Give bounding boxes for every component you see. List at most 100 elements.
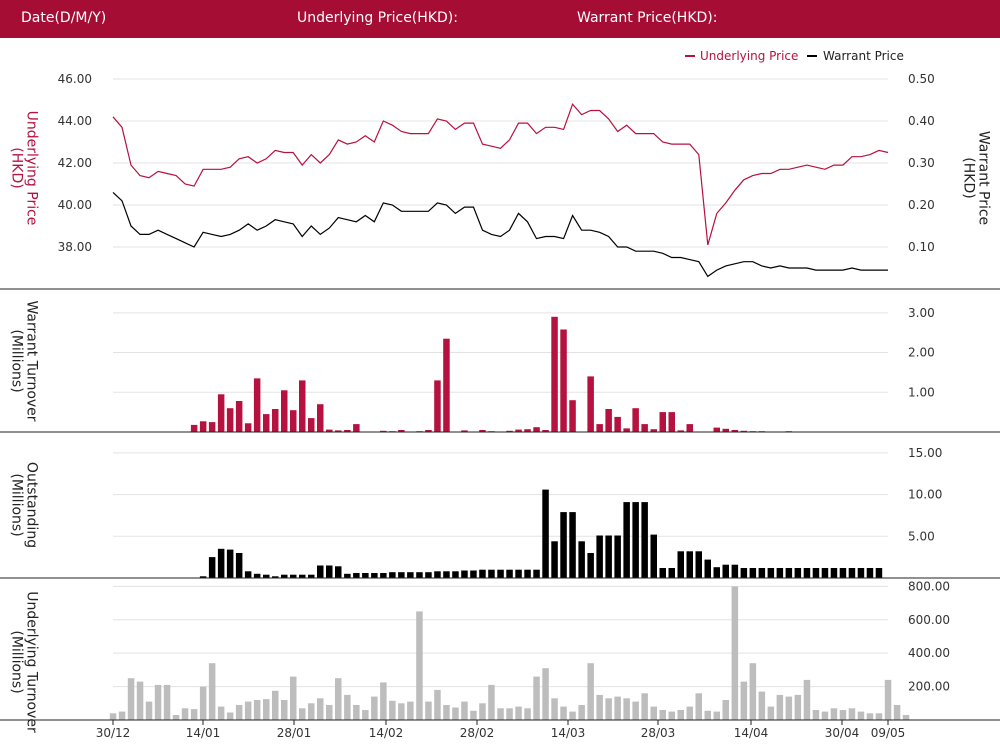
turnover-bar — [533, 427, 540, 432]
outstanding-bar — [848, 568, 856, 578]
turnover-bar — [686, 424, 693, 432]
right-tick-label: 0.10 — [908, 240, 935, 254]
underlying-turnover-bar — [569, 711, 576, 720]
outstanding-bar — [605, 535, 612, 578]
outstanding-bar — [542, 489, 549, 578]
underlying-turnover-bar — [650, 706, 657, 720]
underlying-turnover-bar — [578, 705, 585, 720]
underlying-turnover-bar — [794, 694, 802, 720]
underlying-turnover-bar — [226, 712, 234, 720]
underlying-turnover-bar — [398, 703, 405, 720]
underlying-turnover-bar — [767, 706, 775, 720]
outstanding-bar — [443, 571, 450, 578]
underlying-turnover-bar — [235, 705, 243, 720]
turnover-bar — [515, 429, 522, 432]
outstanding-bar — [731, 564, 739, 578]
x-tick-label: 28/02 — [460, 726, 495, 740]
x-tick-label: 14/03 — [551, 726, 586, 740]
underlying-turnover-bar — [749, 663, 757, 720]
outstanding-bar — [794, 568, 802, 578]
underlying-turnover-bar — [641, 693, 648, 720]
outstanding-bar — [497, 569, 504, 578]
turnover-bar — [226, 408, 234, 432]
underlying-turnover-bar — [857, 711, 865, 720]
turnover-bar — [551, 316, 558, 432]
underlying-turnover-bar — [848, 708, 856, 720]
underlying-turnover-bar — [163, 684, 171, 720]
outstanding-bar — [290, 574, 297, 578]
outstanding-bar — [371, 573, 378, 578]
underlying-turnover-bar — [524, 708, 531, 720]
underlying-turnover-bar — [407, 701, 414, 720]
underlying-turnover-bar — [623, 698, 630, 720]
underlying-turnover-bar — [776, 694, 784, 720]
outstanding-bar — [470, 570, 477, 578]
turnover-bar — [479, 430, 486, 432]
underlying-turnover-bar — [172, 715, 180, 720]
underlying-turnover-bar — [893, 705, 901, 720]
turnover-bar — [317, 404, 324, 432]
underlying-turnover-bar — [353, 705, 360, 720]
outstanding-bar — [434, 571, 441, 578]
underlying-turnover-bar — [677, 710, 684, 720]
turnover-bar — [650, 429, 657, 432]
underlying-turnover-bar — [686, 706, 693, 720]
underlying-turnover-bar — [217, 706, 225, 720]
outstanding-bar — [344, 573, 351, 578]
bar-axis-label-2: Underlying Turnover(Millions) — [8, 591, 39, 733]
outstanding-bar — [704, 559, 711, 578]
turnover-bar — [596, 424, 603, 432]
outstanding-bar — [812, 568, 820, 578]
turnover-bar — [380, 430, 387, 432]
outstanding-bar — [614, 535, 621, 578]
outstanding-bar — [749, 568, 757, 578]
turnover-bar — [542, 430, 549, 432]
left-tick-label: 42.00 — [58, 156, 92, 170]
underlying-turnover-bar — [668, 711, 675, 720]
underlying-turnover-bar — [839, 710, 847, 720]
turnover-bar — [344, 430, 351, 432]
underlying-turnover-bar — [506, 708, 513, 720]
underlying-turnover-bar — [443, 705, 450, 720]
outstanding-bar — [839, 568, 847, 578]
turnover-bar — [524, 429, 531, 432]
outstanding-bar — [235, 553, 243, 578]
outstanding-bar — [560, 512, 567, 578]
outstanding-bar — [641, 502, 648, 578]
x-tick-label: 30/04 — [825, 726, 860, 740]
turnover-bar — [281, 390, 288, 432]
outstanding-bar — [226, 549, 234, 578]
outstanding-bar — [533, 569, 540, 578]
outstanding-bar — [695, 551, 702, 578]
turnover-bar — [659, 412, 666, 432]
outstanding-bar — [208, 557, 216, 578]
x-tick-label: 30/12 — [96, 726, 131, 740]
right-tick-label: 15.00 — [908, 446, 942, 460]
turnover-bar — [677, 430, 684, 432]
underlying-turnover-bar — [560, 706, 567, 720]
outstanding-bar — [389, 572, 396, 578]
right-tick-label: 0.30 — [908, 156, 935, 170]
underlying-turnover-bar — [371, 696, 378, 720]
underlying-turnover-bar — [785, 696, 793, 720]
outstanding-bar — [722, 564, 729, 578]
underlying-turnover-bar — [731, 586, 739, 720]
turnover-bar — [443, 338, 450, 432]
right-tick-label: 0.20 — [908, 198, 935, 212]
turnover-bar — [434, 380, 441, 432]
underlying-turnover-bar — [614, 696, 621, 720]
underlying-turnover-bar — [452, 707, 459, 720]
underlying-turnover-bar — [659, 710, 666, 720]
warrant-price-label: Warrant Price(HKD): — [577, 10, 718, 26]
underlying-turnover-bar — [803, 679, 811, 720]
bar-axis-label-1: Outstanding(Millions) — [8, 462, 39, 548]
outstanding-bar — [199, 576, 207, 578]
outstanding-bar — [821, 568, 829, 578]
underlying-turnover-bar — [127, 678, 135, 720]
outstanding-bar — [623, 502, 630, 578]
bar-axis-label-0: Warrant Turnover(Millions) — [8, 300, 39, 421]
underlying-price-line — [112, 103, 889, 246]
date-label: Date(D/M/Y) — [21, 10, 107, 26]
underlying-turnover-bar — [488, 684, 495, 720]
outstanding-bar — [272, 576, 279, 578]
